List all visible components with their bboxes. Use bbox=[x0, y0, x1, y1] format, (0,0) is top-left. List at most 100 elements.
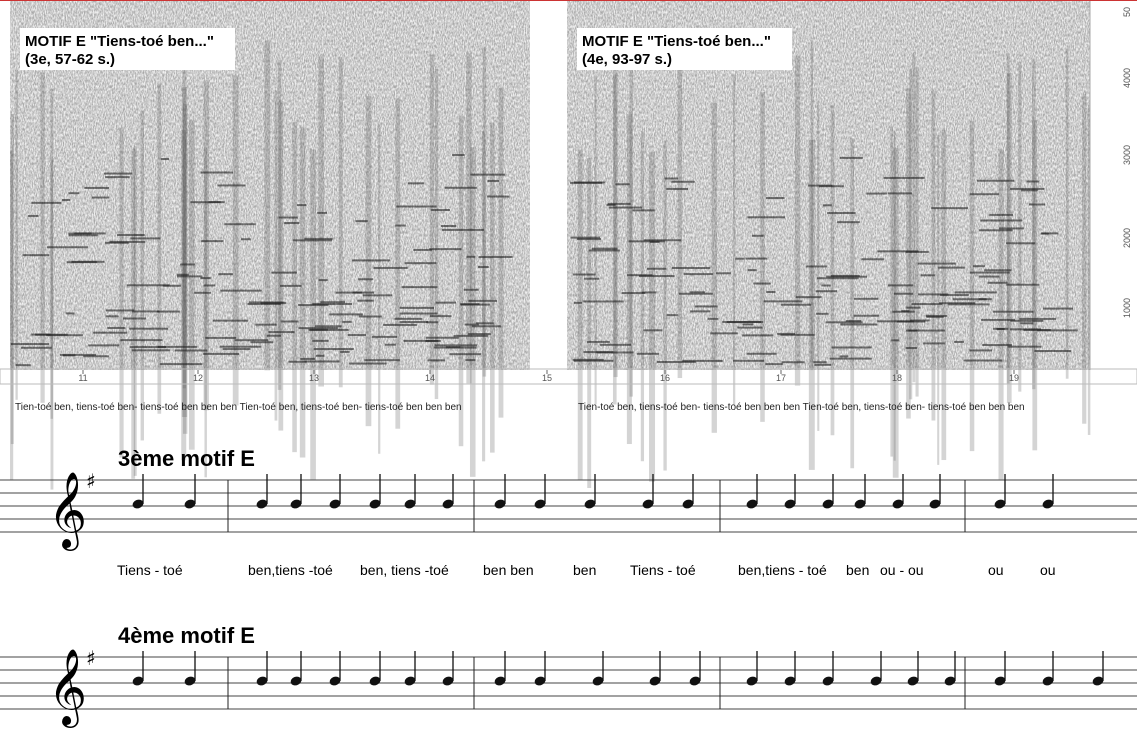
onset-streak bbox=[182, 103, 188, 434]
notehead bbox=[907, 676, 919, 686]
onset-streak bbox=[587, 157, 592, 488]
harmonic bbox=[31, 201, 62, 204]
harmonic bbox=[156, 310, 180, 313]
harmonic bbox=[394, 317, 423, 320]
notehead bbox=[534, 676, 546, 686]
harmonic bbox=[222, 348, 251, 351]
harmonic bbox=[20, 346, 52, 349]
notehead bbox=[256, 676, 268, 686]
harmonic bbox=[475, 322, 494, 325]
harmonic bbox=[300, 357, 316, 360]
key-signature: ♯ bbox=[86, 646, 96, 670]
spectrogram-label: MOTIF E "Tiens-toé ben..." bbox=[25, 33, 214, 50]
onset-streak bbox=[830, 105, 835, 436]
onset-streak bbox=[912, 52, 916, 383]
spectrogram-label: (3e, 57-62 s.) bbox=[25, 51, 115, 68]
harmonic bbox=[887, 192, 913, 195]
harmonic bbox=[795, 296, 822, 299]
harmonic bbox=[777, 332, 796, 335]
onset-streak bbox=[1018, 61, 1022, 392]
harmonic bbox=[1041, 232, 1059, 235]
onset-streak bbox=[810, 40, 814, 371]
harmonic bbox=[583, 277, 600, 280]
notehead bbox=[329, 676, 341, 686]
notehead bbox=[290, 499, 302, 509]
harmonic bbox=[247, 303, 281, 306]
notehead bbox=[442, 676, 454, 686]
harmonic bbox=[839, 355, 849, 358]
harmonic bbox=[426, 321, 439, 324]
harmonic bbox=[200, 277, 211, 280]
lyric: Tiens - toé bbox=[630, 562, 696, 578]
notehead bbox=[442, 499, 454, 509]
harmonic bbox=[821, 284, 831, 287]
harmonic bbox=[255, 323, 277, 326]
onset-streak bbox=[482, 131, 486, 462]
notehead bbox=[892, 499, 904, 509]
harmonic bbox=[160, 158, 170, 161]
onset-streak bbox=[10, 150, 14, 481]
harmonic bbox=[825, 321, 863, 324]
harmonic bbox=[861, 258, 885, 261]
harmonic bbox=[217, 184, 246, 187]
harmonic bbox=[972, 265, 985, 268]
harmonic bbox=[1019, 317, 1057, 320]
notehead bbox=[132, 499, 144, 509]
harmonic bbox=[371, 335, 398, 338]
harmonic bbox=[954, 340, 964, 343]
onset-streak bbox=[969, 121, 975, 452]
harmonic bbox=[822, 204, 832, 207]
harmonic bbox=[123, 317, 147, 320]
harmonic bbox=[922, 342, 945, 345]
harmonic bbox=[666, 314, 678, 317]
harmonic bbox=[963, 359, 1003, 362]
harmonic bbox=[358, 315, 382, 318]
harmonic bbox=[831, 346, 872, 349]
harmonic bbox=[373, 266, 408, 269]
onset-streak bbox=[203, 80, 209, 411]
harmonic bbox=[1028, 203, 1046, 206]
onset-streak bbox=[931, 90, 936, 421]
harmonic bbox=[746, 352, 777, 355]
lyric: ben ben bbox=[483, 562, 534, 578]
staff-title: 3ème motif E bbox=[118, 446, 255, 471]
harmonic bbox=[66, 261, 97, 264]
harmonic bbox=[453, 334, 489, 337]
harmonic bbox=[826, 275, 868, 278]
onset-streak bbox=[794, 55, 801, 386]
harmonic bbox=[194, 291, 211, 294]
harmonic bbox=[583, 300, 624, 303]
harmonic bbox=[407, 182, 424, 185]
harmonic bbox=[689, 291, 705, 294]
onset-streak bbox=[613, 47, 618, 378]
harmonic bbox=[105, 176, 130, 179]
harmonic bbox=[460, 303, 491, 306]
harmonic bbox=[591, 247, 618, 250]
harmonic bbox=[364, 359, 400, 362]
harmonic bbox=[401, 286, 438, 289]
onset-streak bbox=[909, 69, 913, 400]
harmonic bbox=[854, 297, 879, 300]
transcription: Tien-toé ben, tiens-toé ben- tiens-toé b… bbox=[15, 402, 462, 413]
onset-streak bbox=[629, 66, 633, 397]
spectrogram-label: MOTIF E "Tiens-toé ben..." bbox=[582, 33, 771, 50]
harmonic bbox=[1021, 189, 1038, 192]
harmonic bbox=[281, 320, 299, 323]
harmonic bbox=[1010, 187, 1045, 190]
lyric: ben bbox=[846, 562, 869, 578]
harmonic bbox=[464, 323, 479, 326]
onset-streak bbox=[649, 151, 656, 482]
onset-streak bbox=[292, 122, 297, 453]
harmonic bbox=[969, 193, 1000, 196]
harmonic bbox=[608, 206, 643, 209]
notehead bbox=[746, 499, 758, 509]
harmonic bbox=[982, 344, 1012, 347]
time-axis bbox=[0, 368, 1137, 385]
harmonic bbox=[278, 216, 298, 219]
frequency-tick: 3000 bbox=[1122, 145, 1132, 165]
harmonic bbox=[573, 301, 583, 304]
transcription: Tien-toé ben, tiens-toé ben- tiens-toé b… bbox=[578, 402, 1025, 413]
harmonic bbox=[465, 359, 476, 362]
harmonic bbox=[716, 272, 731, 275]
